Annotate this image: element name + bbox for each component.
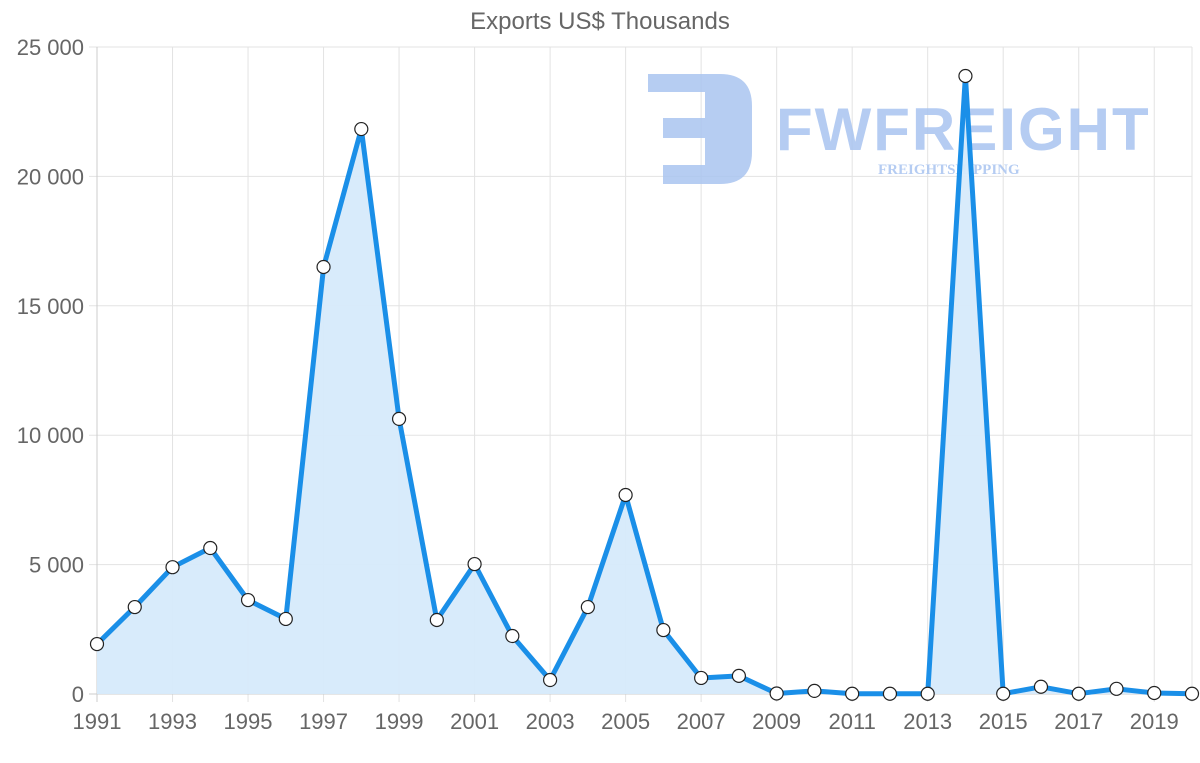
- x-tick-label: 1999: [375, 709, 424, 734]
- watermark-tagline: FREIGHTSHIPPING: [878, 162, 1020, 178]
- series-fill: [97, 76, 1192, 694]
- y-tick-label: 5 000: [29, 553, 84, 578]
- chart-title: Exports US$ Thousands: [470, 8, 730, 35]
- x-tick-label: 2017: [1054, 709, 1103, 734]
- data-point[interactable]: [694, 670, 709, 686]
- y-tick-label: 25 000: [17, 35, 84, 60]
- axis-tick-labels: 0 5 000 10 000 15 000 20 000 25 000 1991 1993 19…: [17, 35, 1179, 734]
- x-tick-label: 1995: [224, 709, 273, 734]
- data-point[interactable]: [391, 411, 407, 426]
- y-tick-label: 10 000: [17, 423, 84, 448]
- x-tick-label: 2007: [677, 709, 726, 734]
- data-point[interactable]: [618, 487, 633, 503]
- data-point[interactable]: [807, 683, 822, 698]
- data-point[interactable]: [1033, 679, 1049, 694]
- y-tick-label: 20 000: [17, 164, 84, 189]
- x-tick-label: 2015: [979, 709, 1028, 734]
- x-tick-label: 2003: [526, 709, 575, 734]
- data-point[interactable]: [165, 560, 180, 575]
- data-point[interactable]: [1147, 685, 1162, 701]
- x-tick-label: 1993: [148, 709, 197, 734]
- data-area: [95, 73, 1193, 697]
- x-tick-label: 2001: [450, 709, 499, 734]
- data-point[interactable]: [1109, 681, 1124, 696]
- x-tick-label: 1991: [73, 709, 122, 734]
- y-tick-label: 15 000: [17, 294, 84, 319]
- fwfreight-watermark-logo: FWFREIGHT FREIGHTSHIPPING: [648, 74, 1149, 184]
- data-point[interactable]: [580, 599, 595, 615]
- x-tick-label: 2009: [752, 709, 801, 734]
- data-point[interactable]: [505, 628, 520, 644]
- data-point[interactable]: [429, 612, 444, 628]
- data-point[interactable]: [920, 686, 935, 701]
- data-point[interactable]: [731, 668, 746, 683]
- data-point[interactable]: [996, 686, 1011, 701]
- data-point[interactable]: [1071, 686, 1086, 701]
- data-point[interactable]: [1184, 686, 1200, 701]
- logo-mark-icon: [648, 74, 752, 184]
- data-point[interactable]: [769, 686, 784, 701]
- x-tick-label: 2013: [903, 709, 952, 734]
- data-point[interactable]: [882, 686, 898, 701]
- data-point[interactable]: [467, 556, 482, 572]
- data-point[interactable]: [543, 672, 558, 688]
- x-tick-label: 2019: [1130, 709, 1179, 734]
- x-tick-label: 2005: [601, 709, 650, 734]
- data-point[interactable]: [958, 68, 973, 84]
- data-point[interactable]: [278, 611, 293, 627]
- x-tick-label: 2011: [829, 709, 876, 734]
- y-tick-label: 0: [72, 682, 84, 707]
- data-point[interactable]: [89, 636, 105, 652]
- data-point[interactable]: [354, 121, 369, 137]
- data-point[interactable]: [316, 259, 331, 275]
- data-point[interactable]: [845, 686, 860, 701]
- data-point[interactable]: [203, 540, 218, 556]
- data-point[interactable]: [656, 622, 671, 638]
- data-points: [89, 68, 1200, 701]
- x-tick-label: 1997: [299, 709, 348, 734]
- data-point[interactable]: [127, 599, 142, 615]
- data-point[interactable]: [240, 592, 256, 608]
